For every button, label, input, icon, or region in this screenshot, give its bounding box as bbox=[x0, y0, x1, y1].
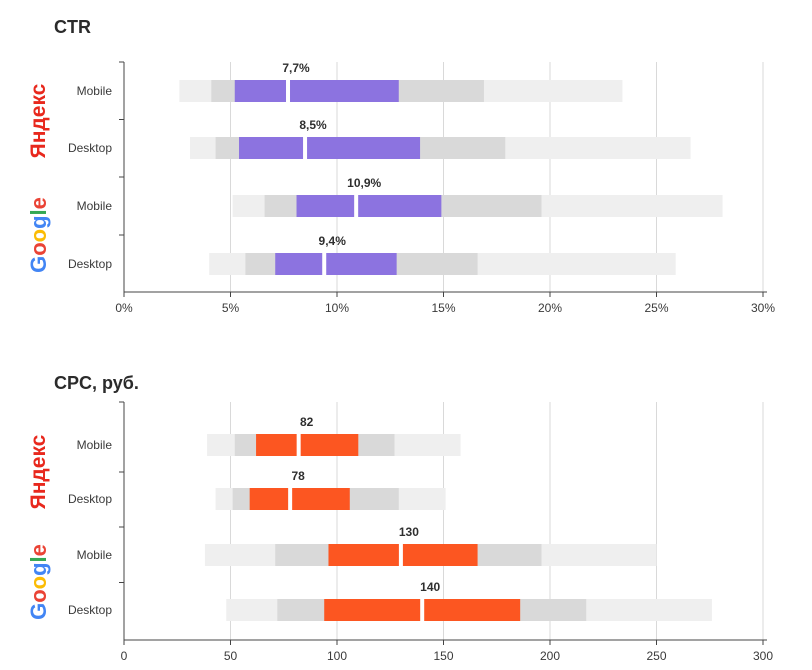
row-label: Desktop bbox=[68, 603, 112, 617]
median-marker bbox=[420, 598, 425, 622]
x-tick-label: 200 bbox=[540, 649, 560, 663]
iqr-box bbox=[239, 137, 421, 159]
chart-title-cpc: CPC, руб. bbox=[54, 373, 139, 393]
x-tick-label: 25% bbox=[644, 301, 668, 315]
iqr-box bbox=[256, 434, 359, 456]
x-tick-label: 0% bbox=[115, 301, 133, 315]
median-marker bbox=[286, 79, 291, 103]
x-tick-label: 15% bbox=[431, 301, 455, 315]
chart-title-ctr: CTR bbox=[54, 17, 91, 37]
row-label: Mobile bbox=[77, 548, 113, 562]
row-label: Desktop bbox=[68, 492, 112, 506]
x-tick-label: 50 bbox=[224, 649, 238, 663]
median-marker bbox=[322, 252, 327, 276]
median-marker bbox=[303, 136, 308, 160]
median-marker bbox=[354, 194, 359, 218]
iqr-box bbox=[296, 195, 442, 217]
median-label: 78 bbox=[291, 469, 305, 483]
median-label: 7,7% bbox=[282, 61, 310, 75]
median-marker bbox=[398, 543, 403, 567]
row-label: Mobile bbox=[77, 199, 113, 213]
iqr-box bbox=[275, 253, 397, 275]
median-label: 10,9% bbox=[347, 176, 381, 190]
google-logo: Google bbox=[26, 544, 51, 620]
median-marker bbox=[288, 487, 293, 511]
x-tick-label: 10% bbox=[325, 301, 349, 315]
iqr-box bbox=[234, 80, 399, 102]
cpc-chart: 0 50 100 150 200 250 300 82 Mobile 78 Desktop 130 Mo… bbox=[26, 401, 773, 663]
median-label: 8,5% bbox=[299, 118, 327, 132]
x-tick-label: 150 bbox=[433, 649, 453, 663]
x-tick-label: 100 bbox=[327, 649, 347, 663]
x-tick-label: 20% bbox=[538, 301, 562, 315]
median-label: 9,4% bbox=[319, 234, 347, 248]
median-label: 130 bbox=[399, 525, 419, 539]
row-label: Mobile bbox=[77, 84, 113, 98]
row-label: Desktop bbox=[68, 257, 112, 271]
x-tick-label: 5% bbox=[222, 301, 240, 315]
median-marker bbox=[296, 433, 301, 457]
iqr-box bbox=[249, 488, 350, 510]
yandex-logo: Яндекс bbox=[27, 83, 50, 158]
iqr-box bbox=[328, 544, 478, 566]
row-label: Desktop bbox=[68, 141, 112, 155]
x-tick-label: 300 bbox=[753, 649, 773, 663]
x-tick-label: 250 bbox=[646, 649, 666, 663]
ctr-chart: 0% 5% 10% 15% 20% 25% 30% 7,7% Mobile 8,5% Desktop… bbox=[26, 61, 775, 315]
median-label: 82 bbox=[300, 415, 314, 429]
google-logo: Google bbox=[26, 197, 51, 273]
yandex-logo: Яндекс bbox=[27, 434, 50, 509]
x-tick-label: 0 bbox=[121, 649, 128, 663]
row-label: Mobile bbox=[77, 438, 113, 452]
median-label: 140 bbox=[420, 580, 440, 594]
x-tick-label: 30% bbox=[751, 301, 775, 315]
